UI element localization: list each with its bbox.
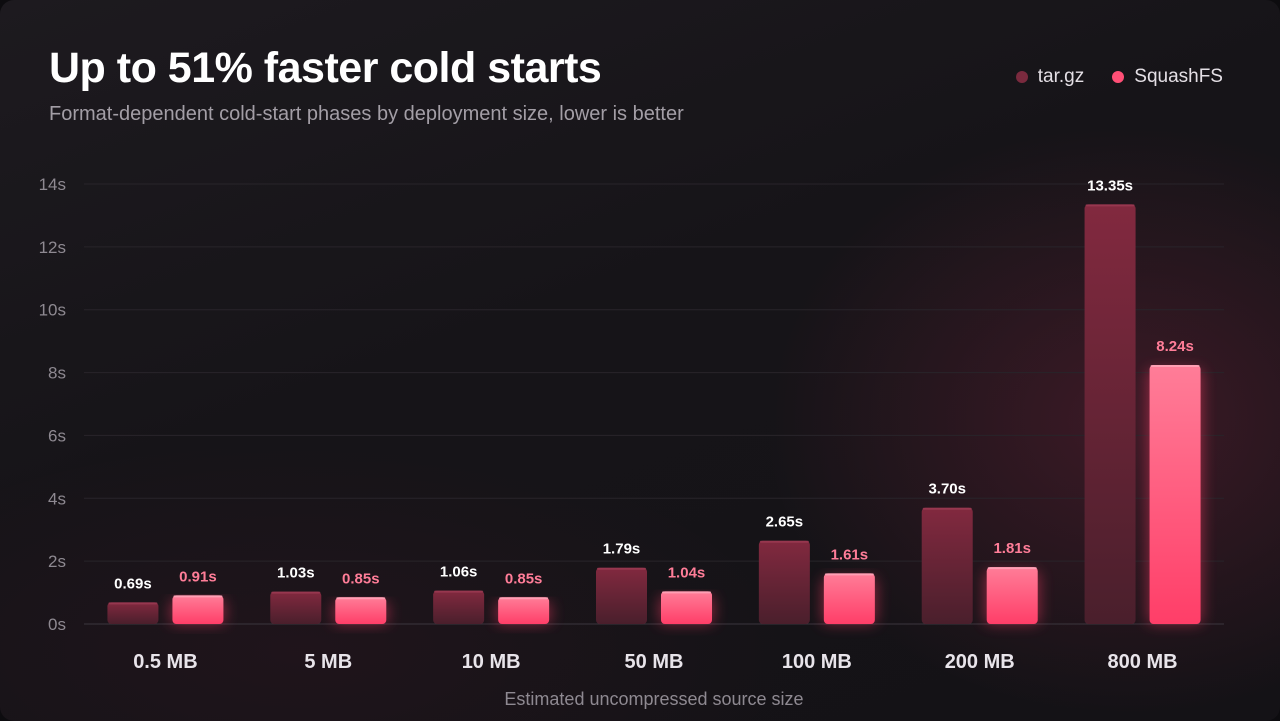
data-label-targz: 1.06s <box>440 564 478 581</box>
bar-squashfs <box>1149 365 1201 624</box>
x-tick-label: 5 MB <box>304 651 352 673</box>
data-label-targz: 1.03s <box>277 565 315 582</box>
data-label-squashfs: 1.81s <box>993 540 1031 557</box>
bar-squashfs <box>335 597 387 624</box>
data-label-squashfs: 0.85s <box>505 570 543 587</box>
bar-highlight-targz <box>597 567 646 570</box>
y-tick-label: 8s <box>48 364 66 383</box>
legend-swatch-squashfs <box>1112 71 1125 83</box>
bar-highlight-squashfs <box>499 597 549 600</box>
x-axis-title: Estimated uncompressed source size <box>504 689 803 709</box>
x-tick-label: 0.5 MB <box>133 651 197 673</box>
bar-squashfs <box>498 597 550 624</box>
legend-label-squashfs: SquashFS <box>1134 66 1223 87</box>
data-label-targz: 1.79s <box>603 541 641 558</box>
bar-targz <box>758 540 810 624</box>
bar-highlight-targz <box>759 540 809 543</box>
data-label-targz: 3.70s <box>928 481 966 498</box>
bar-highlight-targz <box>434 590 484 593</box>
chart-title: Up to 51% faster cold starts <box>49 44 602 92</box>
bar-targz <box>921 507 973 624</box>
y-tick-label: 10s <box>39 301 66 320</box>
data-label-targz: 0.69s <box>114 575 152 592</box>
x-tick-label: 100 MB <box>782 651 852 673</box>
bar-targz <box>107 602 159 624</box>
y-tick-label: 2s <box>48 552 66 571</box>
bar-squashfs <box>661 591 712 624</box>
bar-targz <box>596 567 647 624</box>
legend-item-squashfs: SquashFS <box>1112 66 1223 88</box>
bar-squashfs <box>986 567 1038 624</box>
y-tick-label: 0s <box>48 615 66 634</box>
bar-highlight-targz <box>922 507 972 510</box>
x-tick-label: 200 MB <box>945 651 1015 673</box>
y-tick-label: 14s <box>39 175 66 194</box>
bar-squashfs <box>172 595 224 624</box>
bar-highlight-targz <box>1085 204 1135 207</box>
data-label-squashfs: 0.91s <box>179 568 217 585</box>
y-tick-label: 12s <box>39 238 66 257</box>
bar-targz <box>433 590 485 624</box>
bar-targz <box>1084 204 1136 624</box>
chart-subtitle: Format-dependent cold-start phases by de… <box>49 103 684 125</box>
legend: tar.gz SquashFS <box>1015 66 1223 88</box>
bar-highlight-targz <box>108 602 158 605</box>
legend-swatch-targz <box>1015 71 1028 83</box>
bar-highlight-squashfs <box>824 573 874 576</box>
data-label-squashfs: 1.04s <box>668 564 706 581</box>
y-tick-label: 6s <box>48 426 66 445</box>
x-tick-label: 10 MB <box>462 651 521 673</box>
legend-item-targz: tar.gz <box>1015 66 1085 88</box>
data-label-squashfs: 8.24s <box>1156 338 1194 355</box>
data-label-targz: 13.35s <box>1087 177 1133 194</box>
bar-targz <box>270 591 322 624</box>
y-tick-label: 4s <box>48 489 66 508</box>
bar-highlight-squashfs <box>662 591 711 594</box>
data-label-squashfs: 0.85s <box>342 570 380 587</box>
bar-highlight-squashfs <box>173 595 223 598</box>
data-label-squashfs: 1.61s <box>831 546 869 563</box>
data-label-targz: 2.65s <box>766 514 804 531</box>
bar-highlight-squashfs <box>336 597 386 600</box>
x-tick-label: 800 MB <box>1108 651 1178 673</box>
bar-highlight-targz <box>271 591 321 594</box>
legend-label-targz: tar.gz <box>1037 66 1085 87</box>
bar-highlight-squashfs <box>987 567 1037 570</box>
bar-squashfs <box>823 573 875 624</box>
bar-highlight-squashfs <box>1150 365 1200 368</box>
x-tick-label: 50 MB <box>625 651 684 673</box>
